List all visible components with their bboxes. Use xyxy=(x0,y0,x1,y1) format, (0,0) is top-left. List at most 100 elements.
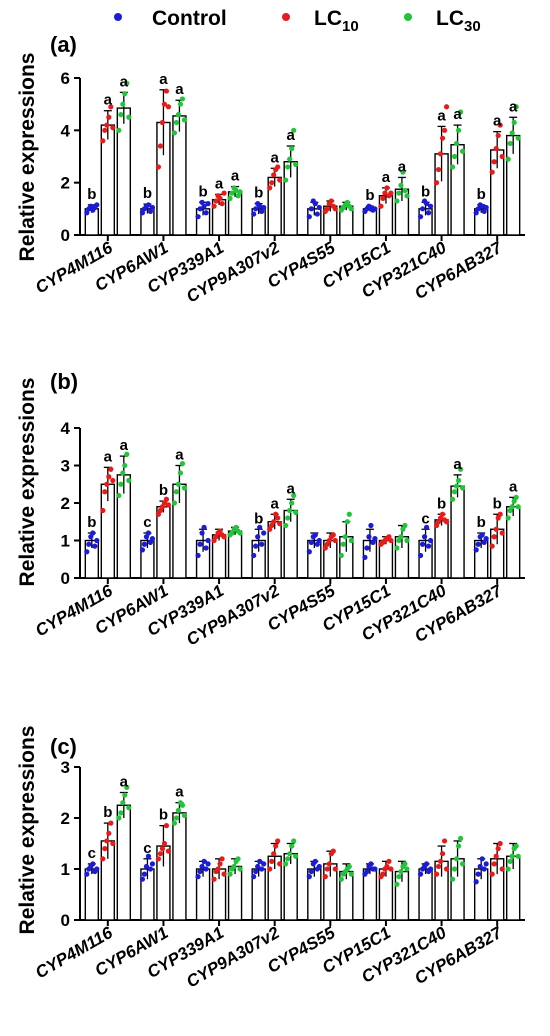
data-point xyxy=(443,866,450,872)
data-point xyxy=(453,856,460,862)
data-point xyxy=(382,190,388,196)
data-point xyxy=(285,515,291,521)
data-point xyxy=(267,185,273,191)
data-point xyxy=(513,104,519,110)
data-point xyxy=(177,470,184,476)
data-point xyxy=(499,530,505,536)
significance-label: a xyxy=(453,106,462,123)
data-point xyxy=(229,190,235,196)
data-point xyxy=(324,206,330,212)
data-point xyxy=(507,858,513,864)
data-point xyxy=(491,861,497,867)
data-point xyxy=(493,146,499,152)
data-point xyxy=(316,537,322,544)
data-point xyxy=(380,871,386,877)
data-point xyxy=(364,545,370,551)
data-point xyxy=(289,500,295,506)
data-point xyxy=(489,871,495,877)
data-point xyxy=(306,214,312,220)
data-point xyxy=(364,868,370,875)
data-point xyxy=(326,861,332,867)
data-point xyxy=(275,164,281,170)
data-point xyxy=(340,541,346,547)
data-point xyxy=(312,201,318,207)
data-point xyxy=(417,552,424,559)
significance-label: a xyxy=(159,71,168,88)
significance-label: b xyxy=(103,804,112,821)
data-point xyxy=(402,522,408,529)
significance-label: a xyxy=(120,437,129,454)
data-point xyxy=(441,838,448,844)
data-point xyxy=(145,853,152,859)
data-point xyxy=(441,127,448,133)
data-point xyxy=(139,547,146,553)
data-point xyxy=(443,104,450,110)
data-point xyxy=(437,858,444,864)
data-point xyxy=(163,88,170,94)
significance-label: a xyxy=(120,73,129,90)
data-point xyxy=(495,846,501,852)
data-point xyxy=(404,193,410,199)
data-point xyxy=(435,863,442,870)
data-point xyxy=(459,861,466,867)
data-point xyxy=(453,483,460,489)
data-point xyxy=(271,172,277,178)
data-point xyxy=(322,874,328,880)
data-point xyxy=(491,159,497,165)
bar xyxy=(116,107,132,236)
data-point xyxy=(275,838,281,844)
data-point xyxy=(384,185,390,191)
data-point xyxy=(398,182,404,188)
data-point xyxy=(473,210,479,216)
data-point xyxy=(120,800,126,806)
significance-label: b xyxy=(477,186,486,203)
data-point xyxy=(328,198,334,204)
data-point xyxy=(348,871,354,877)
data-point xyxy=(259,208,265,215)
data-point xyxy=(110,840,116,847)
data-point xyxy=(108,466,114,472)
significance-label: a xyxy=(175,784,184,801)
significance-label: a xyxy=(287,480,296,497)
data-point xyxy=(141,871,148,877)
data-point xyxy=(195,874,201,880)
data-point xyxy=(108,104,114,110)
data-point xyxy=(394,198,400,204)
data-point xyxy=(90,861,96,867)
data-point xyxy=(217,195,223,201)
data-point xyxy=(165,104,172,110)
data-point xyxy=(293,853,299,859)
data-point xyxy=(197,868,203,875)
data-point xyxy=(255,863,261,870)
data-point xyxy=(423,861,430,867)
data-point xyxy=(287,851,293,857)
data-point xyxy=(213,198,219,204)
y-axis-label-b: Relative expressions xyxy=(16,378,39,587)
data-point xyxy=(199,530,205,536)
data-point xyxy=(219,856,225,862)
bar xyxy=(227,530,243,579)
significance-label: a xyxy=(509,98,518,115)
data-point xyxy=(139,210,146,216)
data-point xyxy=(259,866,265,872)
data-point xyxy=(368,861,374,867)
data-point xyxy=(104,838,110,844)
data-point xyxy=(396,874,402,880)
y-tick-label: 1 xyxy=(61,860,70,879)
data-point xyxy=(419,541,426,547)
data-point xyxy=(312,532,318,538)
data-point xyxy=(346,511,352,517)
panel-b: (b) Relative expressions 01234CYP4M116ba… xyxy=(16,369,525,649)
data-point xyxy=(277,861,283,867)
data-point xyxy=(235,856,241,862)
data-point xyxy=(489,543,495,549)
data-point xyxy=(505,515,511,521)
data-point xyxy=(120,470,126,476)
data-point xyxy=(443,519,450,525)
significance-label: b xyxy=(87,514,96,531)
data-point xyxy=(332,206,338,212)
data-point xyxy=(394,881,400,887)
data-point xyxy=(215,866,221,872)
data-point xyxy=(161,101,168,107)
